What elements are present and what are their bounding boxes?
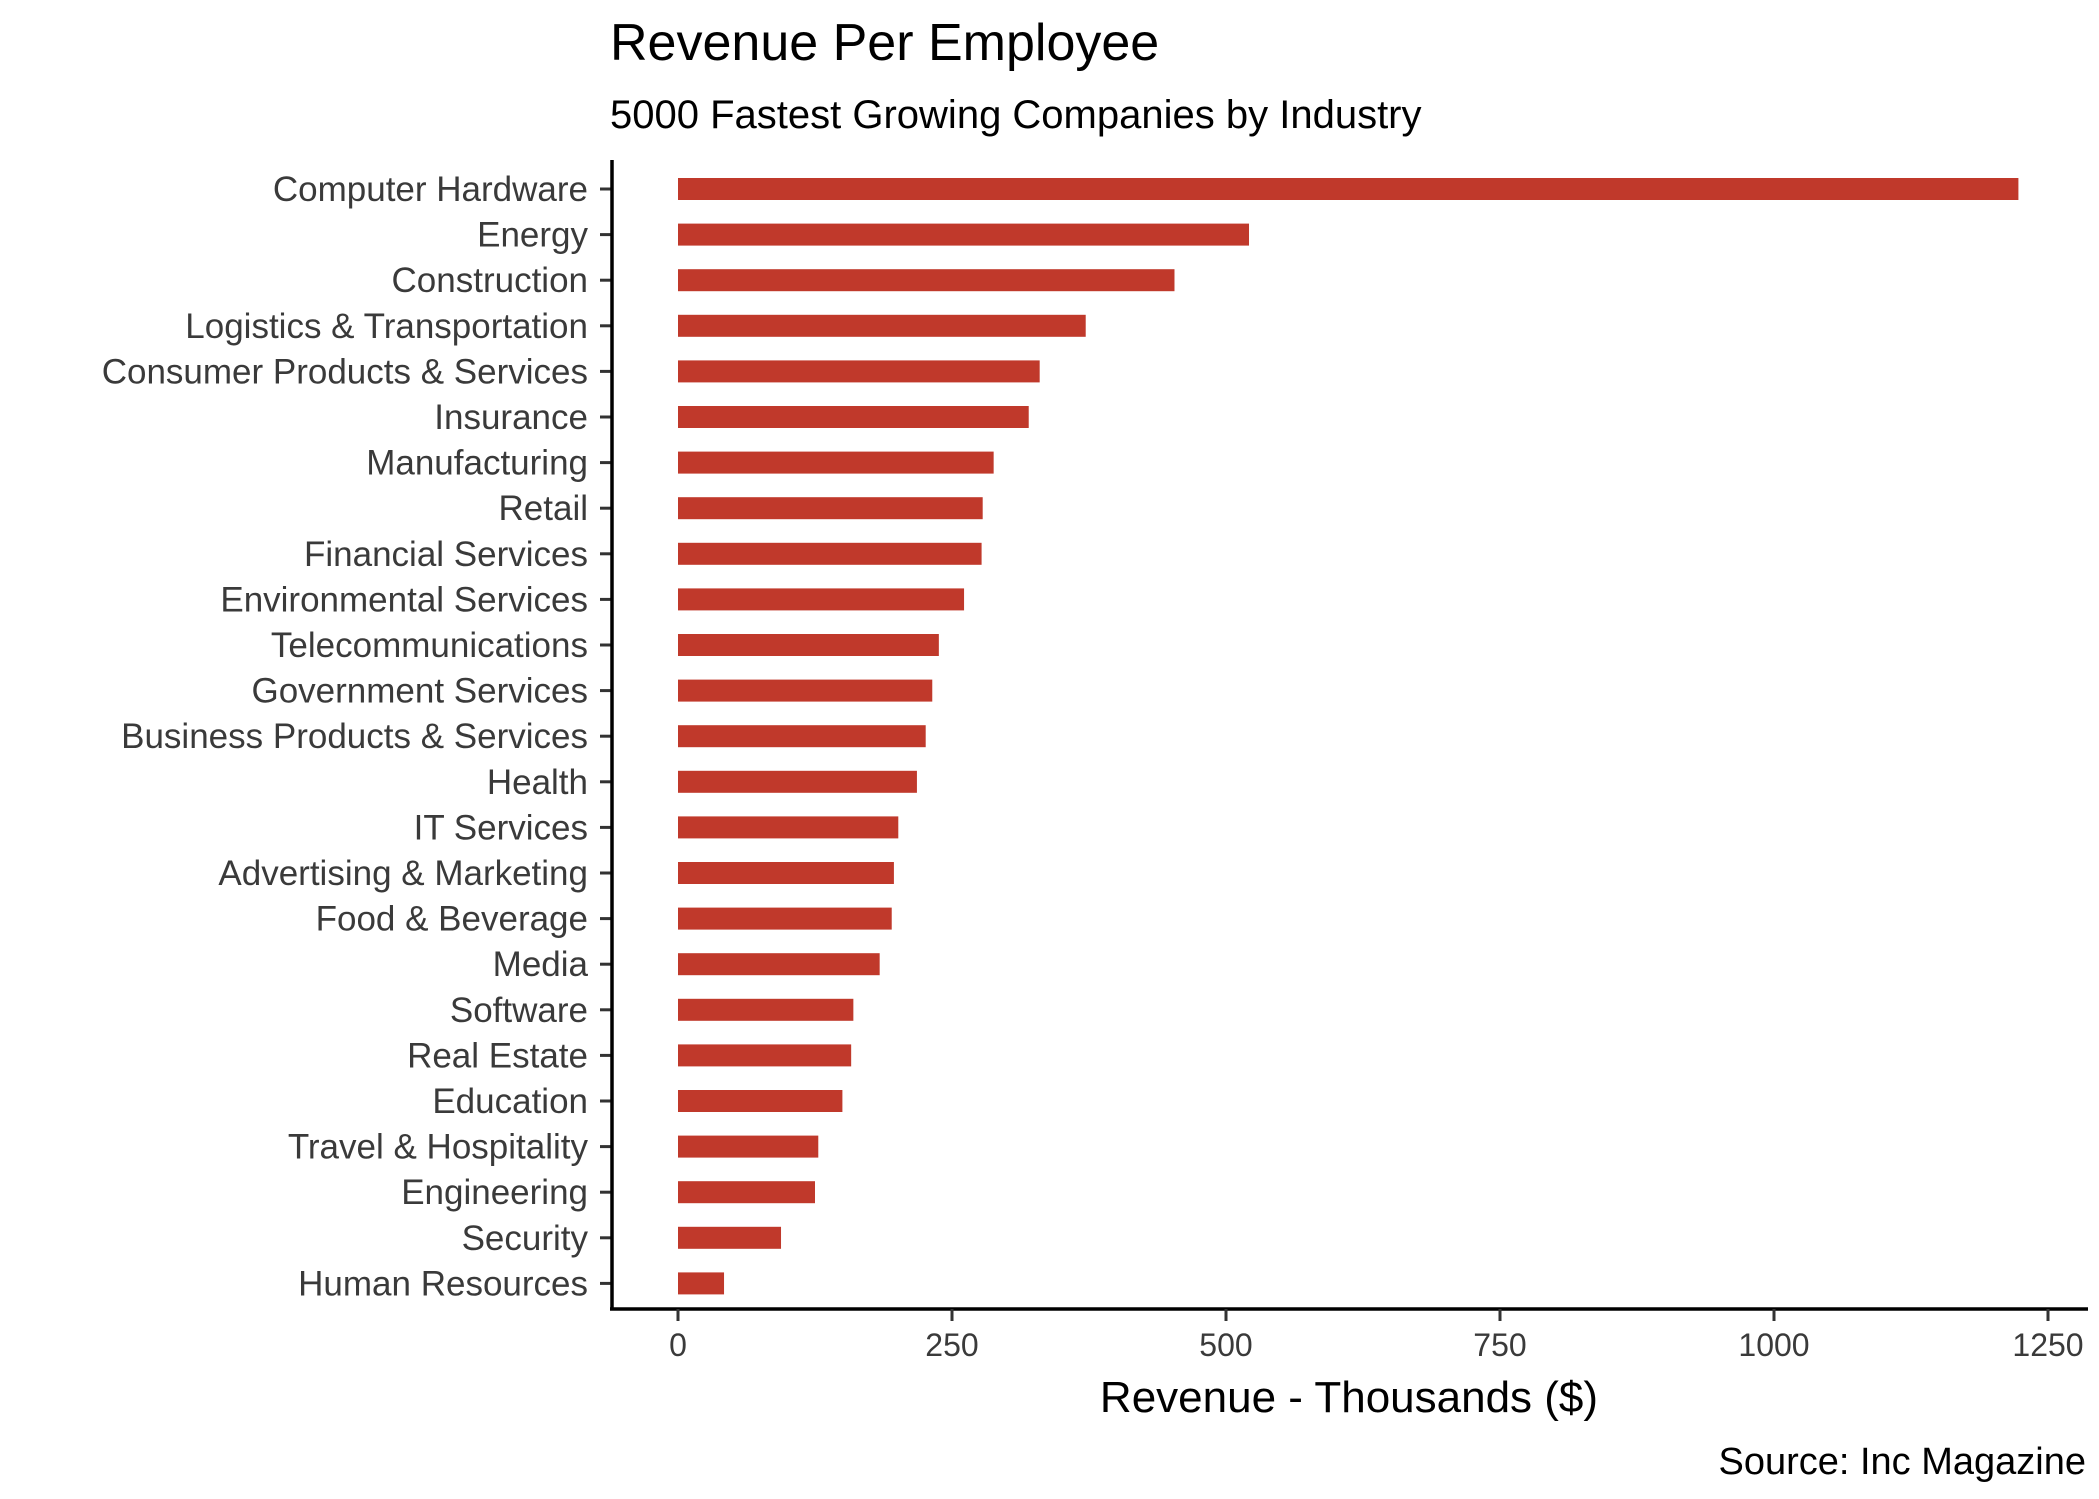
chart-caption: Source: Inc Magazine <box>1718 1441 2086 1483</box>
category-label-computer-hardware: Computer Hardware <box>273 170 588 209</box>
bar-logistics-transportation <box>678 314 1086 337</box>
category-label-insurance: Insurance <box>434 398 588 437</box>
x-tick-label: 500 <box>1199 1327 1252 1363</box>
bar-telecommunications <box>678 634 939 656</box>
category-label-media: Media <box>493 945 589 984</box>
category-label-telecommunications: Telecommunications <box>271 626 588 665</box>
bar-travel-hospitality <box>678 1135 819 1158</box>
category-label-government-services: Government Services <box>251 672 588 711</box>
bar-consumer-products-services <box>678 360 1040 383</box>
x-tick-label: 1000 <box>1738 1327 1809 1363</box>
category-label-business-products-services: Business Products & Services <box>121 717 588 756</box>
category-label-environmental-services: Environmental Services <box>220 580 588 619</box>
bar-it-services <box>678 816 899 839</box>
category-label-it-services: IT Services <box>414 808 588 847</box>
category-label-travel-hospitality: Travel & Hospitality <box>288 1128 589 1167</box>
bar-energy <box>678 223 1250 246</box>
category-label-engineering: Engineering <box>401 1173 588 1212</box>
category-label-real-estate: Real Estate <box>407 1036 588 1075</box>
x-tick-label: 750 <box>1473 1327 1526 1363</box>
category-label-software: Software <box>450 991 588 1030</box>
x-tick-label: 0 <box>669 1327 687 1363</box>
bar-media <box>678 953 880 976</box>
category-label-energy: Energy <box>477 216 588 255</box>
chart-title: Revenue Per Employee <box>610 14 1159 72</box>
bar-insurance <box>678 406 1029 428</box>
bar-software <box>678 998 854 1021</box>
category-label-logistics-transportation: Logistics & Transportation <box>185 307 588 346</box>
bar-manufacturing <box>678 451 994 474</box>
bar-business-products-services <box>678 725 926 748</box>
y-axis-ticks <box>600 187 612 1285</box>
chart-subtitle: 5000 Fastest Growing Companies by Indust… <box>610 93 1422 137</box>
bar-financial-services <box>678 542 982 565</box>
category-label-advertising-marketing: Advertising & Marketing <box>218 854 588 893</box>
category-label-manufacturing: Manufacturing <box>366 444 588 483</box>
bar-human-resources <box>678 1272 725 1295</box>
category-label-education: Education <box>432 1082 588 1121</box>
category-label-food-beverage: Food & Beverage <box>316 900 588 939</box>
x-tick-label: 250 <box>925 1327 978 1363</box>
category-label-security: Security <box>462 1219 589 1258</box>
category-label-financial-services: Financial Services <box>304 535 588 574</box>
bar-security <box>678 1226 782 1249</box>
bar-health <box>678 770 917 793</box>
bar-food-beverage <box>678 907 892 930</box>
bar-education <box>678 1090 843 1112</box>
bar-real-estate <box>678 1044 852 1067</box>
bar-government-services <box>678 679 933 702</box>
bars-layer <box>678 178 2019 1295</box>
category-label-human-resources: Human Resources <box>298 1264 588 1303</box>
x-axis-title: Revenue - Thousands ($) <box>1100 1373 1598 1422</box>
category-label-health: Health <box>487 763 588 802</box>
bar-construction <box>678 269 1175 292</box>
category-label-retail: Retail <box>499 489 588 528</box>
bar-advertising-marketing <box>678 862 894 884</box>
bar-engineering <box>678 1181 815 1204</box>
bar-retail <box>678 497 983 520</box>
category-labels: Computer Hardware Energy Construction Logis… <box>102 170 589 1303</box>
bar-computer-hardware <box>678 178 2019 200</box>
category-label-construction: Construction <box>392 261 588 300</box>
category-label-consumer-products-services: Consumer Products & Services <box>102 352 588 391</box>
bar-environmental-services <box>678 588 965 611</box>
x-axis-ticks: 0 250 500 750 1000 1250 <box>669 1309 2084 1363</box>
x-tick-label: 1250 <box>2012 1327 2083 1363</box>
